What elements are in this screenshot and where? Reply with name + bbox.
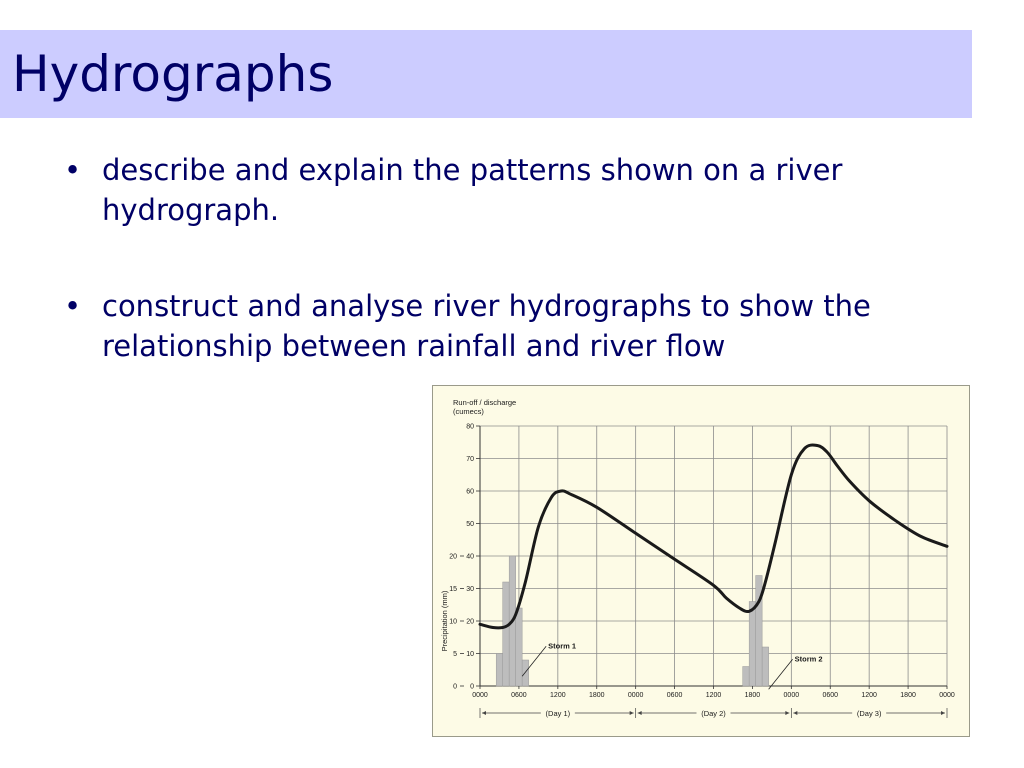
y-tick-label: 10 [466, 651, 474, 658]
y2-tick-label: 5 [453, 651, 457, 658]
bullet-text: construct and analyse river hydrographs … [102, 289, 871, 363]
y-tick-label: 20 [466, 619, 474, 626]
x-tick-label: 0000 [784, 692, 800, 699]
y2-tick-label: 10 [449, 619, 457, 626]
day-label: (Day 3) [857, 709, 882, 718]
day-label-backdrop [852, 707, 887, 718]
storm-label: Storm 2 [795, 654, 823, 663]
storm-label: Storm 1 [548, 641, 576, 650]
day-span-arrow-icon [482, 711, 486, 715]
y-axis-title: Run-off / discharge [453, 398, 516, 407]
day-span-arrow-icon [785, 711, 790, 715]
day-span-arrow-icon [637, 711, 642, 715]
x-tick-label: 1800 [900, 692, 916, 699]
bullet-dot-icon: • [64, 153, 82, 187]
y-tick-label: 0 [470, 684, 474, 691]
bullet-list: • describe and explain the patterns show… [62, 150, 962, 366]
y-tick-label: 50 [466, 521, 474, 528]
precipitation-bar [515, 607, 523, 687]
y2-axis-title: Precipitation (mm) [440, 590, 449, 651]
y2-tick-label: 20 [449, 554, 457, 561]
y-tick-label: 80 [466, 424, 474, 431]
y-tick-label: 30 [466, 586, 474, 593]
precipitation-bar [761, 646, 769, 687]
x-tick-label: 1200 [706, 692, 722, 699]
storm-leader-line [768, 659, 793, 690]
day-label-backdrop [540, 707, 575, 718]
y-tick-label: 40 [466, 554, 474, 561]
day-label-backdrop [696, 707, 731, 718]
bullet-dot-icon: • [64, 289, 82, 323]
precipitation-bar [755, 575, 763, 687]
x-tick-label: 0600 [822, 692, 838, 699]
y-axis-title-unit: (cumecs) [453, 407, 484, 416]
y-tick-label: 60 [466, 489, 474, 496]
day-label: (Day 2) [701, 709, 726, 718]
x-tick-label: 1800 [745, 692, 761, 699]
x-tick-label: 0000 [472, 692, 488, 699]
y-tick-label: 70 [466, 456, 474, 463]
day-label: (Day 1) [546, 709, 571, 718]
storm-leader-line [521, 646, 547, 677]
hydrograph-line [478, 443, 949, 630]
precipitation-bar [521, 659, 529, 687]
y2-tick-label: 0 [453, 684, 457, 691]
precipitation-bar [742, 666, 750, 687]
title-band: Hydrographs [0, 30, 972, 118]
x-tick-label: 1200 [861, 692, 877, 699]
x-tick-label: 0600 [667, 692, 683, 699]
y2-tick-label: 15 [449, 586, 457, 593]
day-span-arrow-icon [941, 711, 945, 715]
bullet-item: • describe and explain the patterns show… [62, 150, 962, 230]
precipitation-bar [495, 653, 503, 687]
bullet-item: • construct and analyse river hydrograph… [62, 286, 962, 366]
precipitation-bar [748, 601, 756, 687]
bullet-text: describe and explain the patterns shown … [102, 153, 843, 227]
day-span-arrow-icon [793, 711, 798, 715]
precipitation-bar [502, 581, 510, 687]
slide-title: Hydrographs [12, 45, 334, 103]
x-tick-label: 0000 [628, 692, 644, 699]
x-tick-label: 1800 [589, 692, 605, 699]
day-span-arrow-icon [629, 711, 634, 715]
x-tick-label: 1200 [550, 692, 566, 699]
hydrograph-figure: 80 70 60 50 40 30 20 10 0 20 15 10 5 0 Run-off / disch… [432, 385, 970, 737]
x-tick-label: 0000 [939, 692, 955, 699]
x-tick-label: 0600 [511, 692, 527, 699]
